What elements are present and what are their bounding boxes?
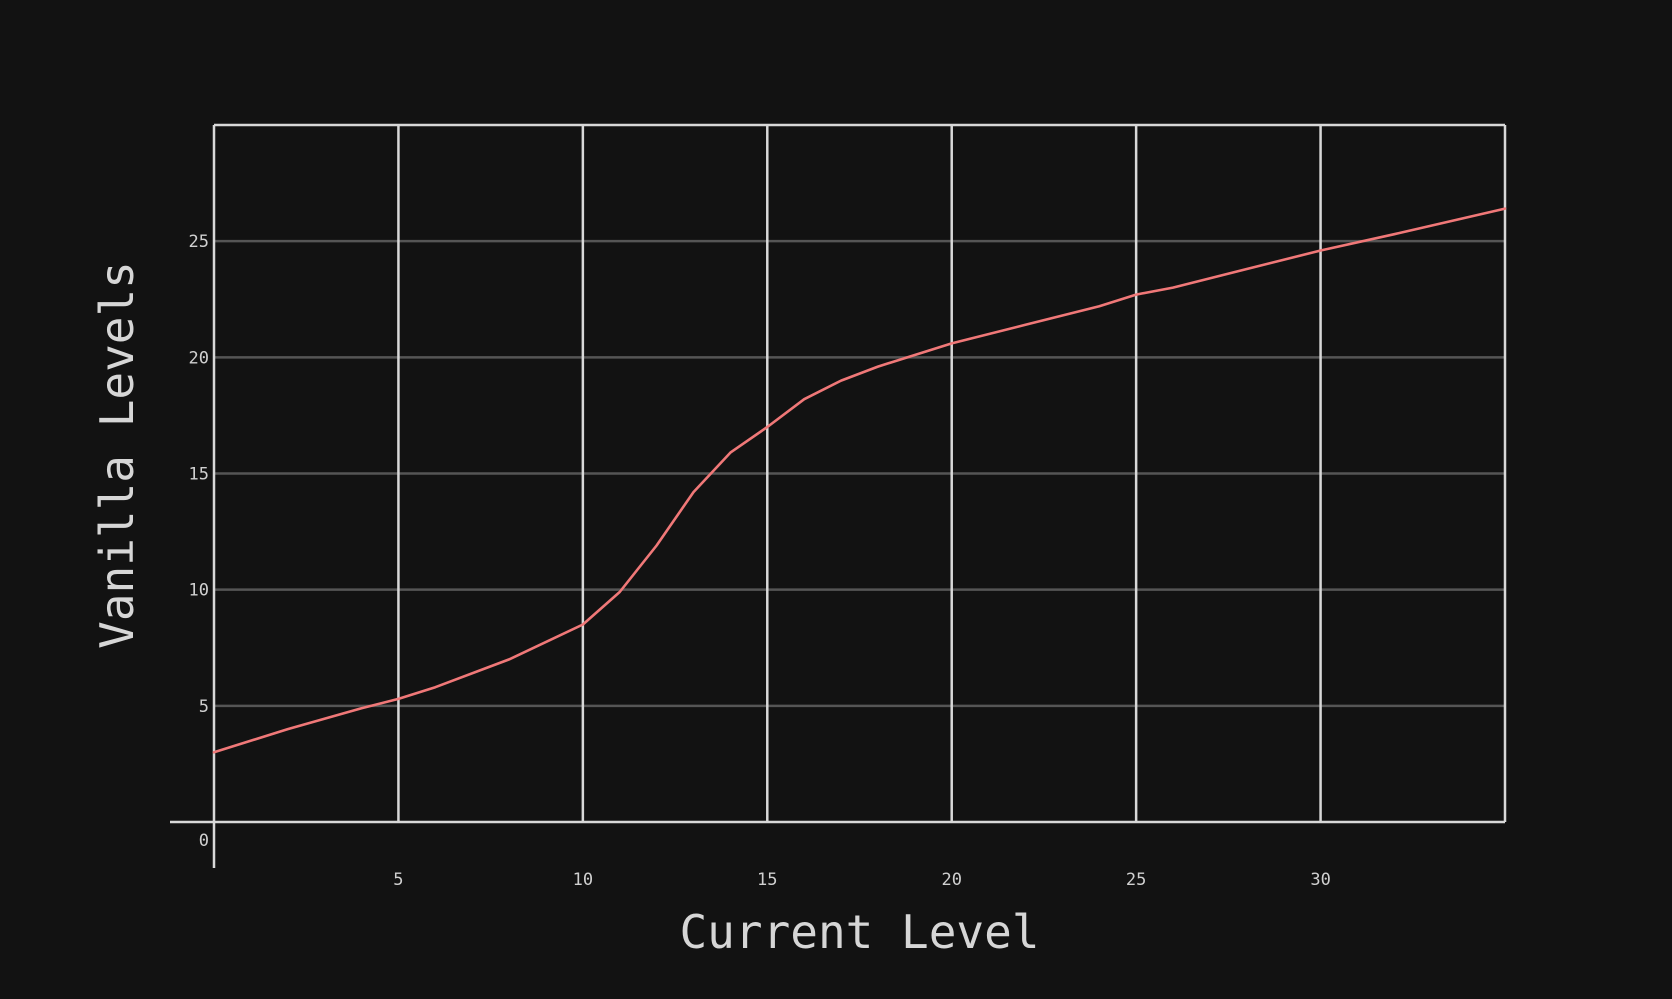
y-tick-label: 15	[189, 465, 209, 485]
x-tick-label: 30	[1310, 870, 1330, 890]
x-axis-title: Current Level	[679, 905, 1039, 959]
x-tick-label: 25	[1126, 870, 1146, 890]
y-tick-label: 5	[199, 697, 209, 717]
y-tick-label: 0	[199, 831, 209, 851]
x-tick-label: 10	[573, 870, 593, 890]
tick-labels: 5 10 15 20 25 30 0 5 10 15 20 25	[189, 232, 1331, 890]
vertical-gridlines	[397, 125, 1322, 822]
x-tick-label: 5	[393, 870, 403, 890]
x-tick-label: 15	[757, 870, 777, 890]
series-group	[212, 207, 1507, 754]
series-line-0	[212, 207, 1507, 754]
y-tick-label: 20	[189, 348, 209, 368]
x-tick-label: 20	[941, 870, 961, 890]
y-tick-label: 10	[189, 581, 209, 601]
axes	[170, 123, 1507, 868]
y-tick-label: 25	[189, 232, 209, 252]
horizontal-gridlines	[214, 239, 1505, 708]
y-axis-title: Vanilla Levels	[90, 261, 144, 649]
